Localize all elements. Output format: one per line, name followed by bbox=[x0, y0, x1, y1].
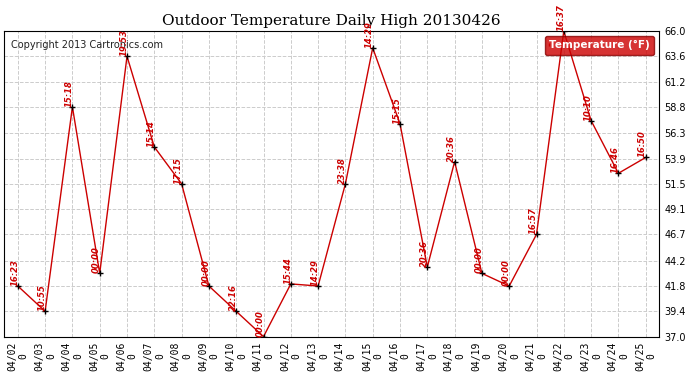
Text: 00:00: 00:00 bbox=[92, 246, 101, 273]
Text: 10:55: 10:55 bbox=[37, 284, 46, 311]
Text: 19:53: 19:53 bbox=[119, 30, 128, 56]
Text: 00:00: 00:00 bbox=[502, 259, 511, 286]
Text: 20:36: 20:36 bbox=[420, 240, 428, 267]
Text: 16:37: 16:37 bbox=[556, 4, 565, 31]
Text: 16:50: 16:50 bbox=[638, 130, 647, 158]
Text: 00:00: 00:00 bbox=[256, 310, 265, 337]
Text: 14:29: 14:29 bbox=[365, 21, 374, 48]
Text: 23:38: 23:38 bbox=[338, 157, 347, 184]
Text: 20:36: 20:36 bbox=[447, 135, 456, 162]
Legend: Temperature (°F): Temperature (°F) bbox=[545, 36, 654, 55]
Text: 16:46: 16:46 bbox=[611, 146, 620, 173]
Text: 00:00: 00:00 bbox=[201, 259, 210, 286]
Text: 00:00: 00:00 bbox=[474, 246, 483, 273]
Text: 15:14: 15:14 bbox=[147, 120, 156, 147]
Text: 15:15: 15:15 bbox=[393, 97, 402, 124]
Text: 15:44: 15:44 bbox=[283, 257, 292, 284]
Text: 16:57: 16:57 bbox=[529, 207, 538, 234]
Text: 10:10: 10:10 bbox=[584, 94, 593, 121]
Text: 17:15: 17:15 bbox=[174, 157, 183, 184]
Title: Outdoor Temperature Daily High 20130426: Outdoor Temperature Daily High 20130426 bbox=[162, 15, 501, 28]
Text: 16:23: 16:23 bbox=[10, 259, 19, 286]
Text: 14:29: 14:29 bbox=[310, 259, 319, 286]
Text: 22:16: 22:16 bbox=[228, 284, 237, 311]
Text: Copyright 2013 Cartronics.com: Copyright 2013 Cartronics.com bbox=[11, 40, 163, 50]
Text: 15:18: 15:18 bbox=[65, 80, 74, 107]
